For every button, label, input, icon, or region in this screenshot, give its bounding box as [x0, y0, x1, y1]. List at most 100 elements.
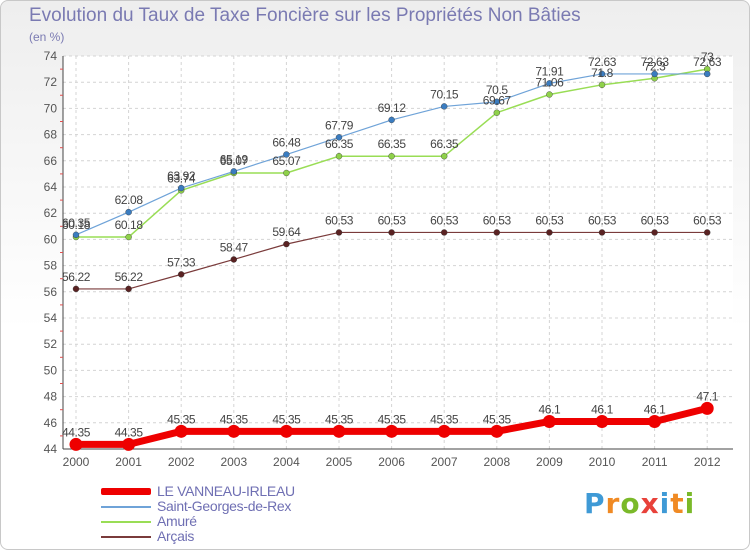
x-tick-label: 2009 — [536, 455, 563, 469]
y-tick-label: 58 — [44, 259, 58, 273]
data-label: 60.18 — [115, 218, 144, 232]
data-point — [546, 80, 553, 87]
legend-item-le-vanneau-irleau: LE VANNEAU-IRLEAU — [101, 483, 401, 499]
data-point — [441, 153, 448, 160]
data-label: 60.53 — [483, 213, 512, 227]
data-label: 70.5 — [486, 83, 508, 97]
data-point — [546, 229, 553, 236]
data-label: 65.19 — [220, 152, 249, 166]
data-label: 44.35 — [115, 425, 144, 439]
x-tick-label: 2012 — [694, 455, 721, 469]
data-label: 72.63 — [641, 55, 670, 69]
data-point — [177, 271, 185, 278]
legend-swatch-amure — [101, 521, 151, 523]
data-label: 66.35 — [378, 137, 407, 151]
data-label: 60.53 — [693, 213, 722, 227]
data-label: 72.3 — [644, 59, 666, 73]
data-label: 73 — [701, 50, 714, 64]
y-tick-label: 74 — [44, 49, 58, 63]
data-label: 45.35 — [272, 412, 301, 426]
data-point — [230, 168, 238, 175]
data-label: 69.12 — [378, 101, 407, 115]
data-label: 57.33 — [167, 255, 196, 269]
data-point — [174, 424, 188, 438]
data-point — [125, 233, 132, 241]
data-label: 66.35 — [430, 137, 459, 151]
data-point — [493, 98, 500, 106]
data-point — [283, 151, 290, 158]
data-label: 60.53 — [588, 213, 617, 227]
data-label: 60.53 — [378, 213, 407, 227]
y-tick-label: 66 — [44, 154, 58, 168]
logo-letter: x — [640, 487, 660, 520]
data-point — [125, 208, 132, 216]
data-point — [283, 169, 290, 177]
chart-unit-label: (en %) — [29, 30, 65, 44]
data-label: 56.22 — [115, 270, 144, 284]
data-point — [648, 414, 662, 428]
legend-item-amure: Amuré — [101, 513, 401, 529]
chart-legend: LE VANNEAU-IRLEAU Saint-Georges-de-Rex A… — [101, 483, 401, 544]
data-point — [385, 424, 399, 438]
x-tick-label: 2003 — [220, 455, 247, 469]
proxiti-logo: Proxiti — [584, 487, 695, 520]
data-label: 67.79 — [325, 118, 354, 132]
data-point — [279, 424, 293, 438]
data-label: 45.35 — [325, 412, 354, 426]
legend-swatch-saint-georges-de-rex — [101, 506, 151, 508]
legend-swatch-arcais — [101, 536, 151, 538]
y-tick-label: 70 — [44, 101, 58, 115]
data-label: 45.35 — [167, 412, 196, 426]
data-point — [335, 229, 343, 236]
data-point — [230, 256, 238, 263]
logo-letter: i — [684, 487, 696, 520]
data-point — [651, 229, 658, 236]
data-label: 71.06 — [535, 76, 564, 90]
data-point — [283, 240, 290, 248]
data-point — [335, 134, 343, 141]
logo-letter: t — [670, 487, 685, 520]
x-tick-label: 2000 — [63, 455, 90, 469]
data-point — [598, 70, 606, 78]
data-point — [546, 91, 553, 98]
data-label: 56.22 — [62, 270, 91, 284]
x-tick-label: 2006 — [378, 455, 405, 469]
data-label: 66.48 — [272, 136, 301, 150]
legend-label-arcais: Arçais — [157, 528, 195, 544]
x-tick-label: 2007 — [431, 455, 458, 469]
data-point — [122, 437, 136, 451]
y-tick-label: 56 — [44, 285, 58, 299]
data-point — [704, 70, 711, 78]
x-tick-label: 2011 — [642, 455, 668, 469]
x-tick-label: 2002 — [168, 455, 195, 469]
data-point — [595, 414, 609, 428]
data-label: 59.64 — [272, 225, 301, 239]
data-point — [441, 229, 448, 236]
data-label: 71.91 — [535, 64, 564, 78]
legend-label-amure: Amuré — [157, 513, 197, 529]
legend-item-saint-georges-de-rex: Saint-Georges-de-Rex — [101, 498, 401, 514]
y-tick-label: 52 — [44, 337, 58, 351]
data-label: 45.35 — [430, 412, 459, 426]
data-label: 60.18 — [62, 218, 91, 232]
data-point — [69, 437, 83, 451]
data-label: 45.35 — [220, 412, 249, 426]
logo-letter: o — [620, 487, 641, 520]
data-point — [227, 424, 241, 438]
data-point — [704, 229, 711, 236]
data-label: 45.35 — [378, 412, 407, 426]
data-label: 44.35 — [62, 425, 91, 439]
y-tick-label: 48 — [44, 390, 58, 404]
data-point — [493, 229, 500, 236]
data-point — [335, 153, 343, 160]
data-label: 71.8 — [591, 66, 613, 80]
data-point — [332, 424, 346, 438]
y-tick-label: 62 — [44, 206, 58, 220]
data-point — [125, 285, 132, 293]
logo-letter: P — [584, 487, 606, 520]
y-tick-label: 50 — [44, 363, 58, 377]
y-tick-label: 44 — [44, 442, 58, 456]
data-label: 65.07 — [220, 154, 249, 168]
